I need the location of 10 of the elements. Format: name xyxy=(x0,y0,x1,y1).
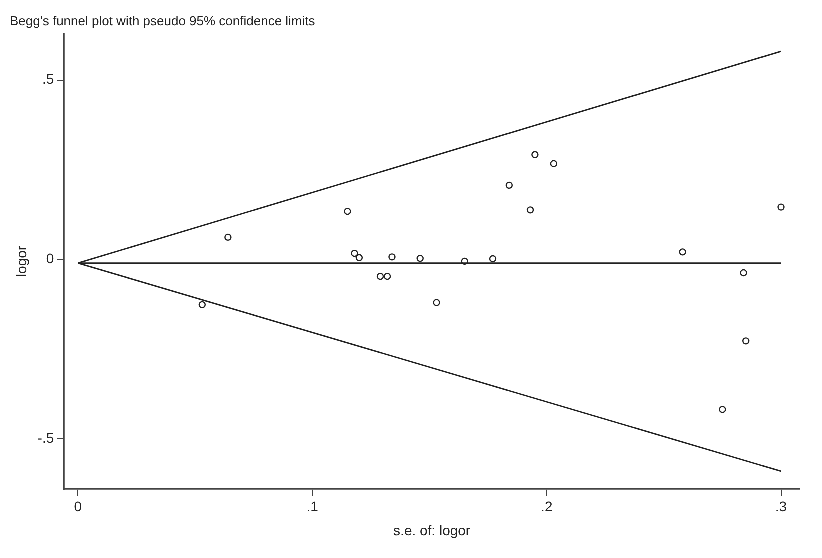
y-tick-label: -.5 xyxy=(38,430,54,446)
x-tick-label: .3 xyxy=(775,498,788,515)
x-tick-label: 0 xyxy=(74,498,82,515)
x-tick-label: .1 xyxy=(306,498,319,515)
x-tick-label: .2 xyxy=(541,498,553,515)
y-tick-label: .5 xyxy=(42,71,54,88)
x-axis-title: s.e. of: logor xyxy=(394,522,471,538)
chart-title: Begg's funnel plot with pseudo 95% confidence limits xyxy=(10,13,316,28)
y-tick-label: 0 xyxy=(46,250,54,267)
y-axis-title: logor xyxy=(13,246,30,278)
